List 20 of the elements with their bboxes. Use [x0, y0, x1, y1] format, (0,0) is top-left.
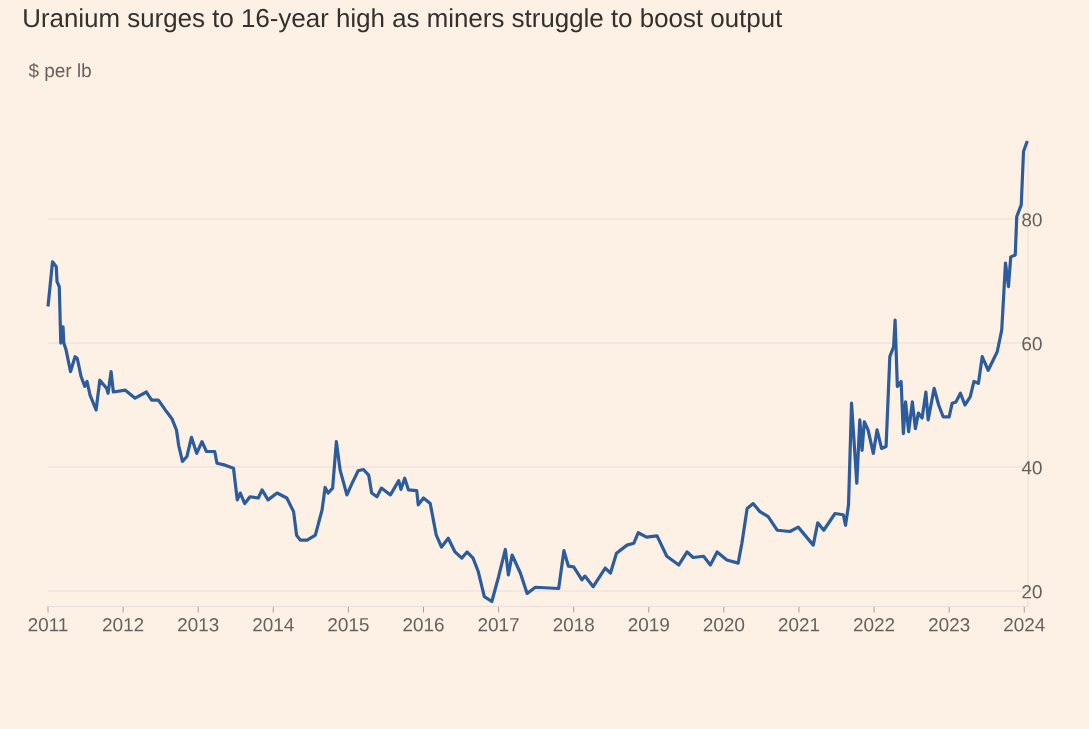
y-tick-label: 60	[1022, 337, 1042, 351]
x-tick-label: 2018	[553, 618, 594, 632]
x-tick-label: 2024	[1004, 618, 1045, 632]
x-tick-label: 2014	[253, 618, 294, 632]
y-tick-label: 20	[1022, 585, 1042, 599]
x-tick-label: 2013	[178, 618, 219, 632]
x-tick-label: 2017	[478, 618, 519, 632]
x-tick-label: 2020	[703, 618, 745, 632]
x-tick-label: 2011	[28, 618, 68, 632]
x-tick-label: 2012	[103, 618, 144, 632]
x-tick-label: 2022	[853, 618, 895, 632]
y-tick-label: 80	[1022, 213, 1042, 227]
y-axis-title: $ per lb	[28, 63, 91, 81]
x-tick-label: 2023	[929, 618, 970, 632]
x-tick-label: 2016	[403, 618, 444, 632]
x-tick-label: 2021	[778, 618, 820, 632]
x-tick-label: 2015	[328, 618, 369, 632]
y-tick-label: 40	[1021, 461, 1042, 475]
chart-title: Uranium surges to 16-year high as miners struggle to boost output	[24, 8, 783, 33]
x-tick-label: 2019	[628, 618, 669, 632]
